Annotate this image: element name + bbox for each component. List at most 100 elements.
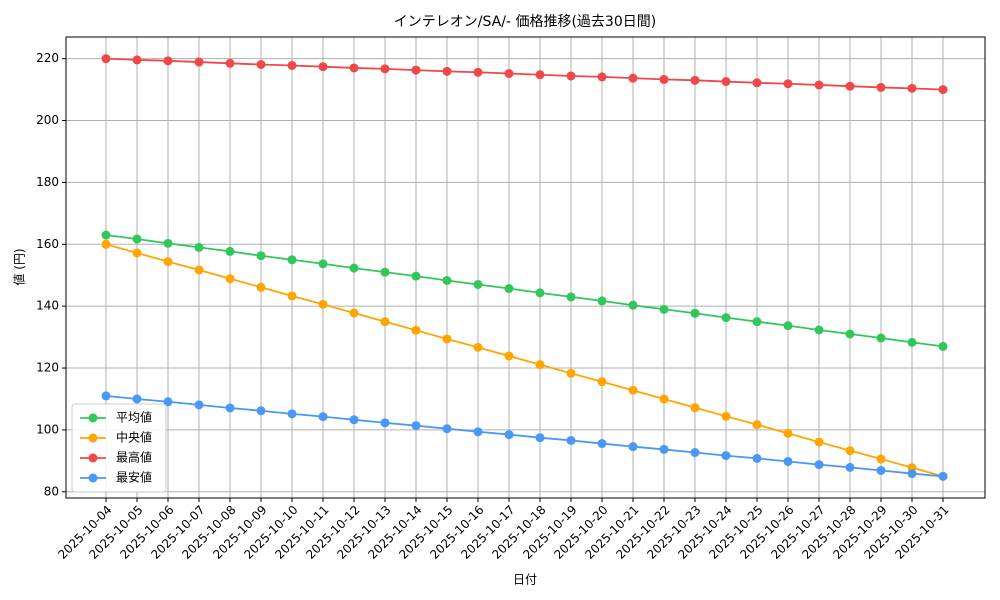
y-tick-label: 200 [36, 113, 59, 127]
data-point [659, 304, 669, 314]
series-line [105, 234, 944, 348]
data-point [535, 288, 545, 298]
data-point [907, 83, 917, 93]
data-point [597, 72, 607, 82]
data-point [504, 430, 514, 440]
data-point [690, 75, 700, 85]
data-point [442, 66, 452, 76]
y-tick-label: 80 [44, 484, 59, 498]
data-point [814, 325, 824, 335]
data-point [349, 63, 359, 73]
data-point [690, 448, 700, 458]
data-point [814, 460, 824, 470]
data-point [535, 360, 545, 370]
data-point [752, 420, 762, 430]
data-point [783, 428, 793, 438]
data-point [504, 69, 514, 79]
data-point [721, 451, 731, 461]
legend-box [71, 403, 167, 493]
data-point [163, 56, 173, 66]
data-point [659, 444, 669, 454]
y-tick-label: 160 [36, 237, 59, 251]
data-point [132, 248, 142, 258]
data-point [628, 300, 638, 310]
series-line [105, 395, 944, 478]
data-point [566, 368, 576, 378]
data-point [628, 385, 638, 395]
data-point [907, 469, 917, 479]
data-point [783, 321, 793, 331]
data-point [628, 442, 638, 452]
data-point [690, 403, 700, 413]
plot-frame [65, 36, 986, 499]
data-point [380, 418, 390, 428]
data-point [752, 453, 762, 463]
data-point [597, 439, 607, 449]
data-point [411, 325, 421, 335]
legend-label: 最高値 [116, 450, 152, 465]
data-point [690, 308, 700, 318]
data-point [256, 60, 266, 70]
data-point [659, 394, 669, 404]
data-point [504, 351, 514, 361]
data-point [194, 242, 204, 252]
data-point [442, 275, 452, 285]
data-point [752, 78, 762, 88]
data-point [163, 397, 173, 407]
data-point [876, 465, 886, 475]
x-axis-label: 日付 [513, 573, 537, 587]
y-tick-label: 100 [36, 422, 59, 436]
data-point [814, 437, 824, 447]
data-point [287, 409, 297, 419]
legend-label: 最安値 [116, 470, 152, 485]
data-point [938, 341, 948, 351]
data-point [411, 271, 421, 281]
data-point [783, 456, 793, 466]
series-line [105, 57, 944, 91]
data-point [318, 259, 328, 269]
data-point [132, 394, 142, 404]
data-point [938, 85, 948, 95]
data-point [473, 280, 483, 290]
data-point [845, 446, 855, 456]
data-point [101, 230, 111, 240]
data-point [256, 282, 266, 292]
data-point [845, 329, 855, 339]
data-point [225, 274, 235, 284]
legend-label: 平均値 [116, 410, 152, 425]
data-point [349, 308, 359, 318]
data-point [380, 317, 390, 327]
y-tick-label: 140 [36, 299, 59, 313]
legend-marker [88, 413, 98, 423]
data-point [535, 70, 545, 80]
data-point [287, 291, 297, 301]
data-point [876, 454, 886, 464]
legend-label: 中央値 [116, 430, 152, 445]
data-point [225, 246, 235, 256]
data-point [318, 412, 328, 422]
data-point [225, 58, 235, 68]
data-point [845, 462, 855, 472]
data-point [380, 267, 390, 277]
data-point [721, 313, 731, 323]
data-point [783, 79, 793, 89]
data-point [101, 391, 111, 401]
data-point [597, 377, 607, 387]
data-point [163, 257, 173, 267]
data-point [535, 433, 545, 443]
data-point [876, 333, 886, 343]
data-point [194, 57, 204, 67]
data-point [473, 427, 483, 437]
data-point [566, 435, 576, 445]
data-point [318, 62, 328, 72]
data-point [721, 77, 731, 87]
data-point [287, 255, 297, 265]
legend-marker [88, 453, 98, 463]
data-point [442, 424, 452, 434]
data-point [287, 60, 297, 70]
series-line [105, 243, 944, 478]
data-point [442, 334, 452, 344]
data-point [101, 239, 111, 249]
